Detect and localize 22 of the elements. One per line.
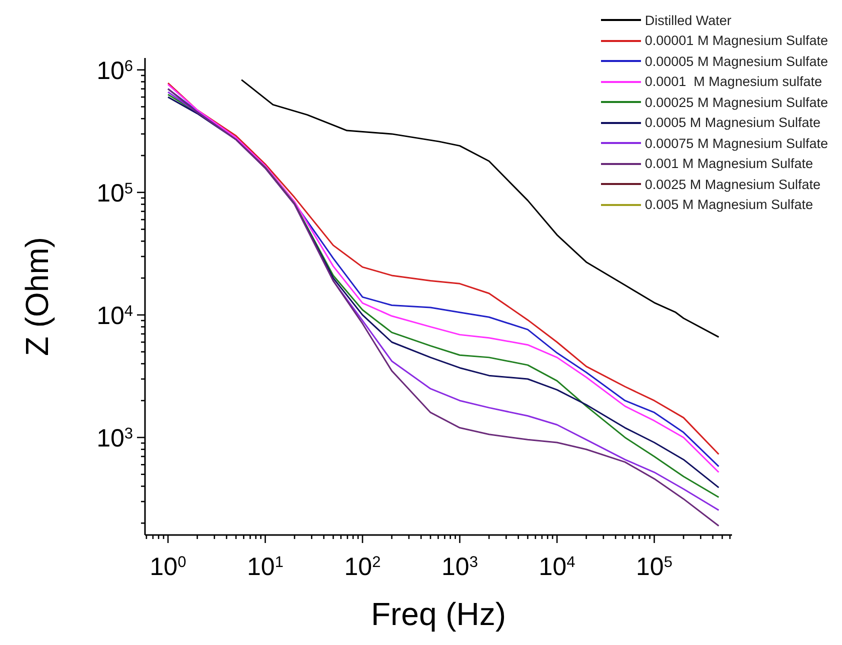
legend-label: 0.00001 M Magnesium Sulfate (644, 33, 828, 48)
x-tick-label: 10$^{2}$ (344, 553, 381, 581)
legend-label: 0.00005 M Magnesium Sulfate (644, 54, 828, 69)
y-tick-label: 10$^{6}$ (96, 56, 133, 85)
x-tick-label: 10$^{3}$ (442, 553, 478, 581)
legend-label: 0.0001 M Magnesium sulfate (644, 74, 822, 90)
legend-label: 0.001 M Magnesium Sulfate (644, 156, 813, 172)
legend-label: 0.00025 M Magnesium Sulfate (644, 94, 828, 110)
legend-label: 0.00075 M Magnesium Sulfate (644, 136, 828, 151)
x-tick-label: 10$^{0}$ (150, 553, 187, 581)
y-tick-label: 10$^{4}$ (96, 302, 134, 330)
y-tick-label: 10$^{3}$ (96, 424, 133, 452)
legend-label: 0.005 M Magnesium Sulfate (644, 197, 813, 212)
y-tick-label: 10$^{5}$ (96, 179, 133, 208)
x-tick-label: 10$^{1}$ (247, 553, 284, 581)
x-tick-label: 10$^{4}$ (538, 553, 576, 581)
x-axis-title: Freq (Hz) (370, 596, 506, 632)
legend-label: 0.0005 M Magnesium Sulfate (644, 115, 820, 130)
legend-label: Distilled Water (644, 12, 732, 28)
y-axis-title: Z (Ohm) (19, 236, 55, 356)
legend-label: 0.0025 M Magnesium Sulfate (644, 176, 820, 192)
x-tick-label: 10$^{5}$ (636, 553, 672, 581)
